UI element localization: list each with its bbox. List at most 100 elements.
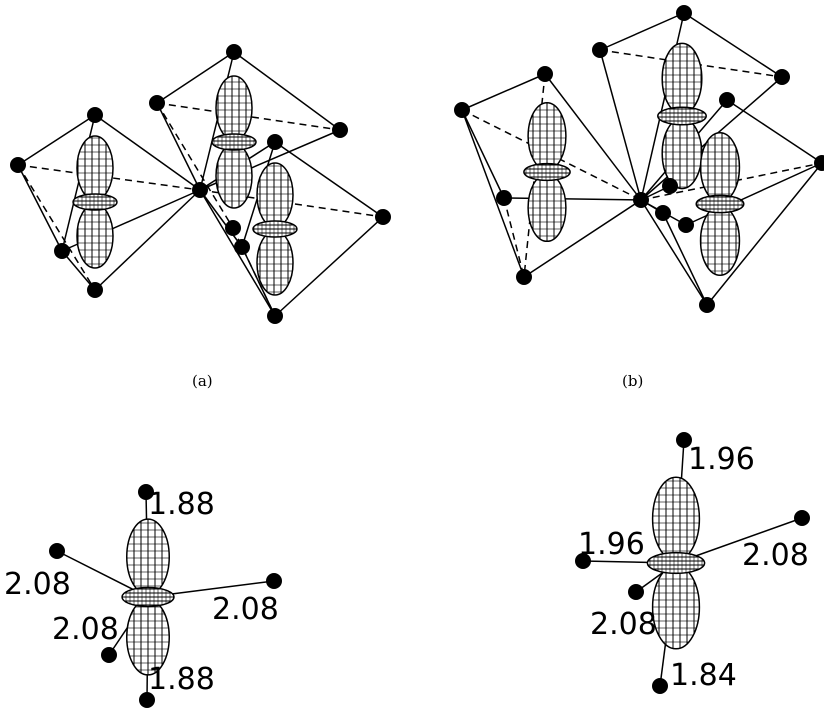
atom-icon (537, 66, 553, 82)
bond-line (503, 197, 642, 201)
atom-icon (699, 297, 715, 313)
orbital-lower-lobe (661, 117, 703, 190)
bond-line (683, 12, 783, 78)
atom-icon (678, 217, 694, 233)
bond-label-c-bottom: 1.88 (148, 662, 215, 697)
atom-icon (87, 282, 103, 298)
dz2-orbital-icon (695, 131, 745, 277)
atom-icon (719, 92, 735, 108)
atom-icon (267, 134, 283, 150)
bond-line (461, 109, 525, 278)
orbital-upper-lobe (651, 476, 701, 562)
dz2-orbital-icon (646, 476, 706, 650)
atom-icon (149, 95, 165, 111)
dz2-orbital-icon (657, 42, 707, 190)
dz2-orbital-icon (252, 162, 298, 296)
atom-icon (49, 543, 65, 559)
atoms (10, 5, 824, 708)
atom-icon (226, 44, 242, 60)
atom-icon (628, 584, 644, 600)
bond-line (17, 164, 96, 291)
orbital-upper-lobe (76, 135, 114, 201)
bond-line (640, 199, 708, 306)
bond-line (94, 189, 201, 291)
orbital-lower-lobe (699, 205, 741, 277)
atom-icon (192, 182, 208, 198)
orbital-torus (252, 220, 298, 238)
dz2-orbital-icon (523, 101, 571, 243)
orbital-upper-lobe (126, 518, 170, 596)
atom-icon (266, 573, 282, 589)
bond-label-c-top: 1.88 (148, 487, 215, 522)
atom-icon (676, 5, 692, 21)
bond-label-d-left: 1.96 (578, 527, 645, 562)
bond-label-d-top: 1.96 (688, 442, 755, 477)
bond-label-c-right: 2.08 (212, 592, 279, 627)
bond-label-c-left: 2.08 (4, 567, 71, 602)
atom-icon (454, 102, 470, 118)
atom-icon (101, 647, 117, 663)
orbital-lower-lobe (215, 143, 253, 209)
atom-icon (234, 239, 250, 255)
bond-line (17, 164, 63, 252)
bond-line (599, 12, 685, 51)
atom-icon (267, 308, 283, 324)
bond-line (726, 99, 823, 164)
atom-icon (10, 157, 26, 173)
bond-line (662, 212, 708, 306)
bond-line (156, 102, 341, 131)
orbital-torus (121, 586, 175, 608)
orbital-upper-lobe (215, 75, 253, 141)
orbital-lower-lobe (256, 230, 294, 296)
atom-icon (814, 155, 824, 171)
orbital-lower-lobe (651, 564, 701, 650)
bond-line (61, 250, 96, 291)
bond-line (274, 141, 384, 218)
bond-line (523, 199, 642, 278)
orbitals (72, 42, 745, 676)
bond-line (156, 102, 234, 229)
bond-label-d-bottom: 1.84 (670, 658, 737, 693)
atom-icon (516, 269, 532, 285)
bond-line (17, 164, 201, 191)
atom-icon (496, 190, 512, 206)
bond-line (461, 73, 546, 111)
orbital-lower-lobe (527, 173, 567, 243)
atom-icon (655, 205, 671, 221)
bond-line (461, 109, 505, 199)
bond-line (233, 51, 341, 131)
orbital-torus (695, 194, 745, 214)
bond-line (17, 114, 96, 166)
atom-icon (225, 220, 241, 236)
orbital-torus (211, 133, 257, 151)
dz2-orbital-icon (72, 135, 118, 269)
orbital-upper-lobe (699, 131, 741, 203)
atom-icon (332, 122, 348, 138)
bond-label-d-front: 2.08 (590, 607, 657, 642)
atom-icon (662, 178, 678, 194)
bond-line (199, 189, 243, 248)
atom-icon (87, 107, 103, 123)
bond-label-d-right: 2.08 (742, 538, 809, 573)
bond-line (599, 49, 642, 201)
bond-label-c-front: 2.08 (52, 612, 119, 647)
orbital-lower-lobe (76, 203, 114, 269)
orbital-upper-lobe (527, 101, 567, 171)
panel-a-caption: (a) (192, 372, 213, 390)
atom-icon (139, 692, 155, 708)
atom-icon (138, 484, 154, 500)
orbital-upper-lobe (661, 42, 703, 115)
atom-icon (592, 42, 608, 58)
orbital-torus (523, 162, 571, 182)
orbital-upper-lobe (256, 162, 294, 228)
dz2-orbital-icon (121, 518, 175, 676)
atom-icon (652, 678, 668, 694)
atom-icon (774, 69, 790, 85)
orbital-torus (72, 193, 118, 211)
bond-line (156, 102, 201, 191)
bond-line (274, 216, 384, 317)
atom-icon (676, 432, 692, 448)
bond-line (503, 197, 525, 278)
atom-icon (794, 510, 810, 526)
